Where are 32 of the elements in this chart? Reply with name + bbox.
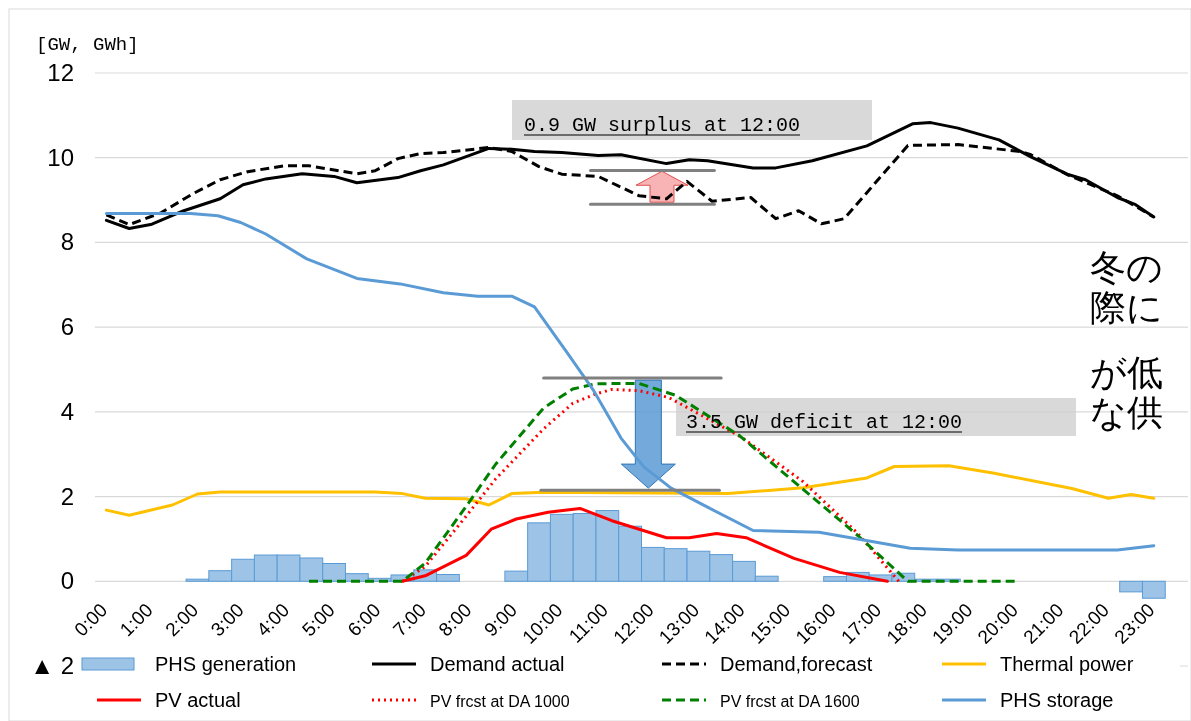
x-tick-label: 3:00: [206, 599, 248, 641]
annotation: 際に: [1090, 287, 1163, 328]
legend-label: PV frcst at DA 1600: [720, 693, 860, 710]
y-tick-label: 4: [60, 397, 74, 425]
legend-label: PHS storage: [1000, 689, 1114, 711]
annotation: 冬の: [1090, 247, 1163, 288]
annotation: が低: [1090, 352, 1163, 393]
y-tick-label: 6: [60, 313, 74, 341]
y-axis-title: [GW, GWh]: [36, 34, 139, 56]
legend-label: Demand,forecast: [720, 653, 873, 675]
y-tick-label: 8: [60, 228, 74, 256]
line-series: [104, 464, 1156, 517]
x-tick-label: 9:00: [480, 599, 522, 641]
y-tick-label: 10: [47, 143, 74, 171]
annotation: 0.9 GW surplus at 12:00: [524, 114, 801, 137]
x-tick-label: 7:00: [389, 599, 431, 641]
annotation: 3.5 GW deficit at 12:00: [686, 411, 963, 434]
legend-label: PV frcst at DA 1000: [430, 693, 570, 710]
legend-label: PV actual: [155, 689, 241, 711]
x-tick-label: 4:00: [252, 599, 294, 641]
legend-label: PHS generation: [155, 653, 297, 675]
x-tick-label: 8:00: [434, 599, 476, 641]
x-tick-label: 6:00: [343, 599, 385, 641]
y-tick-label: 2: [60, 482, 74, 510]
y-tick-label: 0: [60, 567, 74, 595]
legend-label: Thermal power: [1000, 653, 1134, 675]
annotation: な供: [1090, 392, 1163, 433]
x-tick-label: 0:00: [70, 599, 112, 641]
legend-label: Demand actual: [430, 653, 565, 675]
y-tick-label: 12: [47, 59, 74, 86]
x-tick-label: 5:00: [297, 599, 339, 641]
y-tick-label: ▲ 2: [30, 652, 74, 679]
